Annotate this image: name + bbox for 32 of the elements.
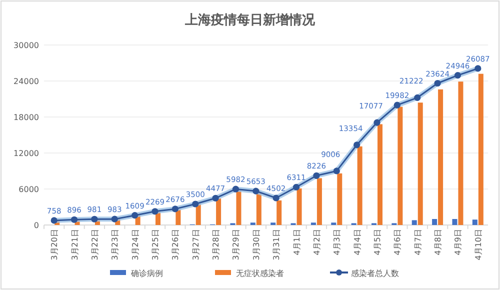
x-tick-label: 4月3日 bbox=[332, 229, 342, 256]
x-tick-label: 3月23日 bbox=[110, 229, 120, 260]
x-tick-label: 3月25日 bbox=[151, 229, 160, 260]
y-tick-label: 24000 bbox=[14, 77, 39, 86]
x-tick-label: 3月27日 bbox=[191, 229, 200, 260]
y-tick-label: 30000 bbox=[14, 41, 39, 50]
y-tick-label: 0 bbox=[34, 221, 39, 230]
x-tick-label: 3月20日 bbox=[50, 229, 60, 260]
legend-label: 确诊病例 bbox=[130, 269, 163, 278]
x-tick-label: 4月2日 bbox=[312, 229, 322, 256]
legend-label: 无症状感染者 bbox=[236, 269, 284, 278]
y-tick-label: 6000 bbox=[18, 185, 39, 194]
x-tick-label: 3月22日 bbox=[90, 229, 100, 260]
x-tick-label: 4月7日 bbox=[413, 229, 422, 256]
x-tick-label: 3月29日 bbox=[232, 229, 241, 260]
x-tick-label: 4月5日 bbox=[373, 229, 382, 256]
x-tick-label: 3月24日 bbox=[130, 229, 140, 260]
x-tick-label: 4月1日 bbox=[292, 229, 302, 256]
y-tick-label: 18000 bbox=[14, 113, 39, 122]
x-tick-label: 4月4日 bbox=[352, 229, 362, 256]
x-tick-label: 4月8日 bbox=[434, 229, 443, 256]
legend-label: 感染者总人数 bbox=[351, 269, 399, 278]
x-tick-label: 3月30日 bbox=[252, 229, 261, 260]
chart-title: 上海疫情每日新增情况 bbox=[184, 12, 316, 28]
x-tick-label: 4月9日 bbox=[454, 229, 463, 256]
x-tick-label: 4月6日 bbox=[393, 229, 402, 256]
x-tick-label: 3月21日 bbox=[70, 229, 80, 260]
y-tick-label: 12000 bbox=[14, 149, 39, 158]
x-tick-label: 3月31日 bbox=[272, 229, 282, 260]
x-tick-label: 3月28日 bbox=[212, 229, 221, 260]
x-tick-label: 3月26日 bbox=[171, 229, 180, 260]
x-tick-label: 4月10日 bbox=[474, 229, 483, 260]
